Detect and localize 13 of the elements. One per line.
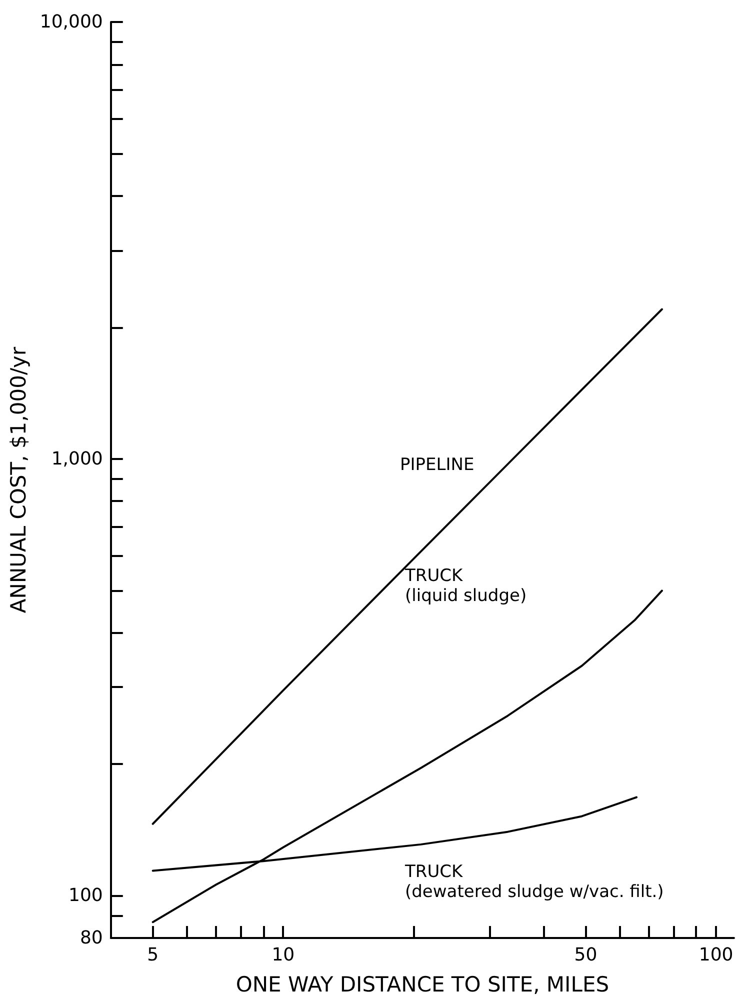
x-tick-label: 50 (574, 944, 598, 966)
y-axis-title: ANNUAL COST, $1,000/yr (6, 346, 30, 614)
y-tick-label: 100 (68, 885, 103, 906)
x-tick-label: 100 (698, 944, 734, 966)
x-tick-label: 5 (147, 944, 159, 966)
x-axis-title: ONE WAY DISTANCE TO SITE, MILES (236, 972, 610, 996)
annotation: TRUCK (liquid sludge) (404, 566, 527, 606)
x-tick-label: 10 (272, 944, 295, 966)
y-tick-label: 10,000 (40, 12, 103, 32)
y-tick-label: 1,000 (51, 448, 103, 470)
annotation: PIPELINE (400, 455, 474, 475)
y-tick-label: 80 (80, 928, 103, 948)
annotation: TRUCK (dewatered sludge w/vac. filt.) (404, 862, 664, 902)
